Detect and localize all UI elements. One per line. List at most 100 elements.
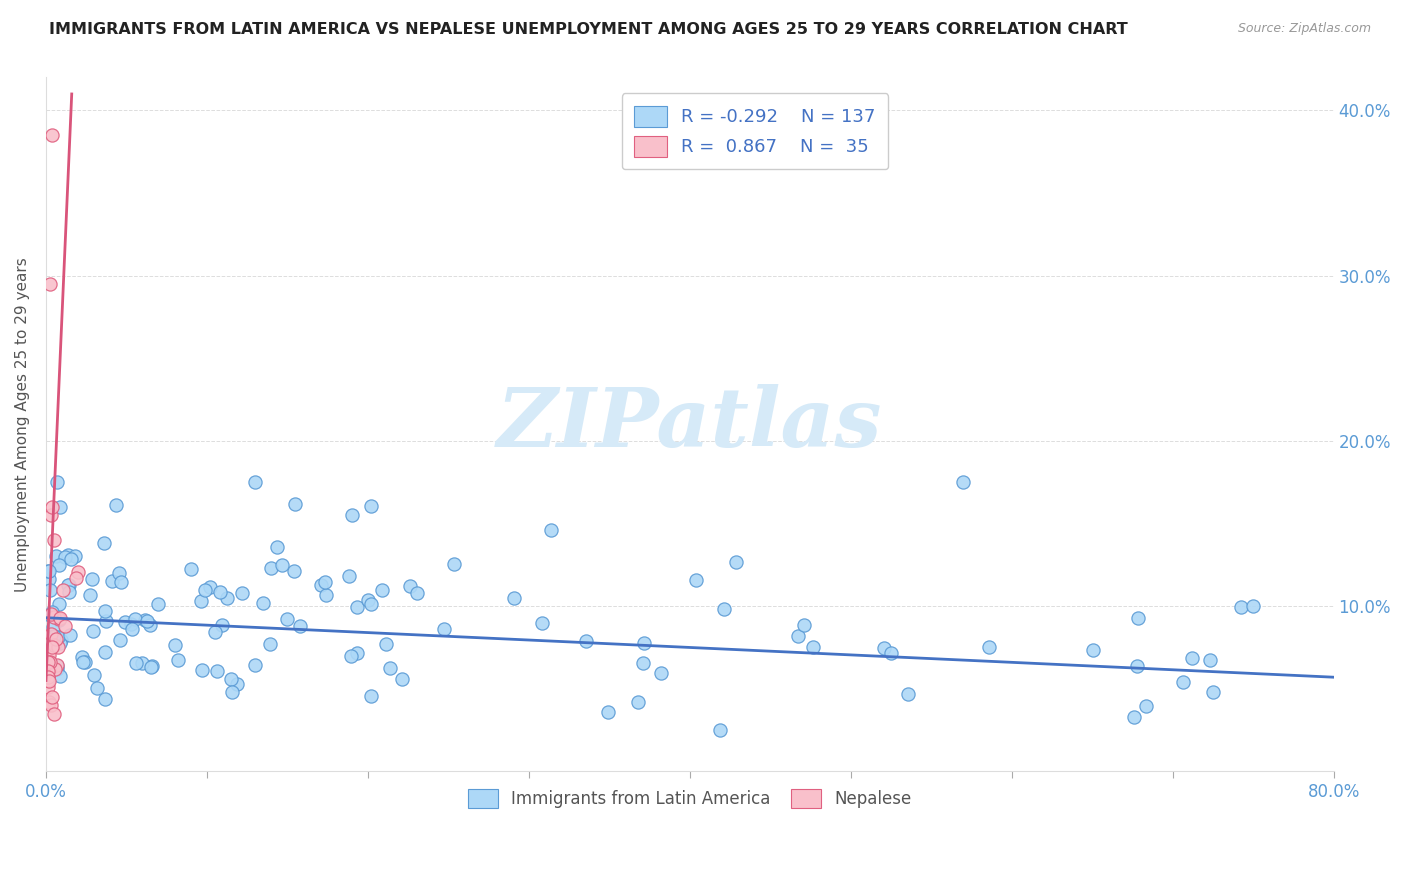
Point [283,564,305,578]
Point [42,638,65,652]
Point [48,597,70,611]
Point [134,613,156,627]
Point [191,663,214,677]
Text: IMMIGRANTS FROM LATIN AMERICA VS NEPALESE UNEMPLOYMENT AMONG AGES 25 TO 29 YEARS: IMMIGRANTS FROM LATIN AMERICA VS NEPALES… [49,22,1128,37]
Point [53,619,76,633]
Point [93,536,115,550]
Point [1135,698,1157,713]
Point [38,564,60,578]
Point [37,659,59,673]
Point [39,655,62,669]
Point [66,565,89,579]
Point [58,578,80,592]
Point [221,685,243,699]
Point [108,566,131,581]
Point [231,586,253,600]
Point [39,508,62,523]
Point [45,632,67,646]
Point [65,571,87,585]
Point [226,677,249,691]
Point [42,533,65,547]
Point [48,611,70,625]
Point [209,585,232,599]
Point [897,687,920,701]
Point [79,589,101,603]
Point [309,578,332,592]
Point [650,665,672,680]
Point [110,575,132,590]
Point [977,640,1000,655]
Point [39,582,62,597]
Point [596,705,619,719]
Point [314,574,336,589]
Point [45,662,67,676]
Point [49,500,72,514]
Point [356,592,378,607]
Point [1202,685,1225,699]
Point [38,607,60,622]
Point [633,636,655,650]
Point [39,277,62,291]
Point [46,630,69,644]
Point [135,614,157,628]
Point [375,637,398,651]
Point [1126,659,1149,673]
Point [709,723,731,737]
Point [873,640,896,655]
Point [48,613,70,627]
Point [75,655,97,669]
Point [65,549,87,564]
Point [48,612,70,626]
Point [37,669,59,683]
Point [37,655,59,669]
Point [131,657,153,671]
Point [284,497,307,511]
Point [49,636,72,650]
Point [141,659,163,673]
Point [198,580,221,594]
Point [114,615,136,630]
Point [38,663,60,677]
Point [1198,652,1220,666]
Point [360,597,382,611]
Point [42,706,65,721]
Point [37,673,59,687]
Point [243,658,266,673]
Point [38,696,60,710]
Point [58,549,80,563]
Point [399,579,422,593]
Point [82,572,104,586]
Point [631,656,654,670]
Text: Source: ZipAtlas.com: Source: ZipAtlas.com [1237,22,1371,36]
Point [37,665,59,679]
Point [37,680,59,694]
Point [194,583,217,598]
Point [108,633,131,648]
Point [96,615,118,629]
Point [86,681,108,695]
Point [1241,599,1264,613]
Point [53,550,76,565]
Point [38,572,60,586]
Point [93,604,115,618]
Point [219,673,242,687]
Point [503,591,526,606]
Point [83,667,105,681]
Point [443,557,465,571]
Y-axis label: Unemployment Among Ages 25 to 29 years: Unemployment Among Ages 25 to 29 years [15,257,30,591]
Point [406,586,429,600]
Point [49,669,72,683]
Point [37,670,59,684]
Point [725,556,748,570]
Point [252,597,274,611]
Point [1230,599,1253,614]
Point [45,549,67,563]
Point [1123,710,1146,724]
Point [793,618,815,632]
Point [346,600,368,615]
Point [138,618,160,632]
Point [259,637,281,651]
Point [540,523,562,537]
Point [41,605,63,619]
Point [360,689,382,703]
